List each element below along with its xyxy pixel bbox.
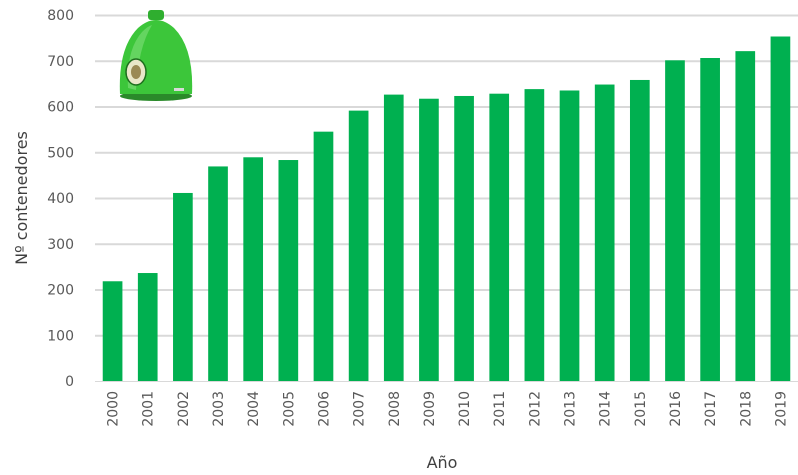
bar-2006 — [313, 131, 334, 381]
bar-2015 — [629, 79, 650, 381]
y-axis-title: Nº contenedores — [12, 131, 31, 265]
x-tick-label: 2001 — [141, 391, 157, 427]
x-tick-label: 2014 — [598, 391, 614, 427]
x-tick-label: 2007 — [352, 391, 368, 427]
bar-2010 — [454, 95, 474, 381]
x-tick-label: 2000 — [106, 391, 122, 427]
bar-2011 — [489, 93, 510, 381]
x-axis-ticks: 2000 2001 2002 2003 2004 2005 2006 2007 2008 2009… — [106, 391, 790, 427]
bar-2003 — [208, 166, 228, 381]
x-tick-label: 2005 — [281, 391, 297, 427]
bar-2004 — [243, 157, 264, 381]
bar-2019 — [770, 36, 791, 381]
bar-2016 — [665, 60, 685, 381]
bar-2018 — [735, 51, 756, 382]
gridlines — [95, 14, 798, 337]
x-tick-label: 2015 — [633, 391, 649, 427]
y-tick-label: 100 — [47, 328, 74, 344]
green-glass-recycling-container-icon — [119, 10, 193, 101]
x-tick-label: 2006 — [316, 391, 332, 427]
y-tick-label: 200 — [47, 283, 74, 299]
x-tick-label: 2017 — [703, 391, 719, 427]
x-tick-label: 2008 — [387, 391, 403, 427]
bar-2009 — [419, 98, 439, 381]
x-tick-label: 2018 — [738, 391, 754, 427]
bar-2001 — [137, 273, 158, 381]
bar-2008 — [383, 94, 404, 381]
x-tick-label: 2013 — [563, 391, 579, 427]
y-tick-label: 800 — [47, 8, 74, 24]
y-tick-label: 0 — [65, 374, 74, 390]
bar-2017 — [700, 58, 720, 381]
bar-2005 — [278, 160, 299, 381]
y-tick-label: 500 — [47, 145, 74, 161]
y-axis-ticks: 0 100 200 300 400 500 600 700 800 — [47, 8, 74, 390]
bar-2014 — [594, 84, 615, 381]
x-tick-label: 2012 — [527, 391, 543, 427]
y-tick-label: 600 — [47, 100, 74, 116]
bar-2002 — [173, 192, 193, 381]
bar-2013 — [559, 90, 580, 382]
x-tick-label: 2019 — [773, 391, 789, 427]
bar-2000 — [102, 281, 123, 381]
x-tick-label: 2009 — [422, 391, 438, 427]
y-tick-label: 700 — [47, 54, 74, 70]
bar-2007 — [348, 110, 369, 382]
x-tick-label: 2011 — [492, 391, 508, 427]
y-tick-label: 400 — [47, 191, 74, 207]
x-tick-label: 2010 — [457, 391, 473, 427]
x-tick-label: 2002 — [176, 391, 192, 427]
x-tick-label: 2003 — [211, 391, 227, 427]
x-tick-label: 2016 — [668, 391, 684, 427]
x-tick-label: 2004 — [246, 391, 262, 427]
y-tick-label: 300 — [47, 237, 74, 253]
bar-2012 — [524, 89, 545, 382]
bars — [102, 36, 791, 382]
x-axis-title: Año — [427, 453, 458, 472]
